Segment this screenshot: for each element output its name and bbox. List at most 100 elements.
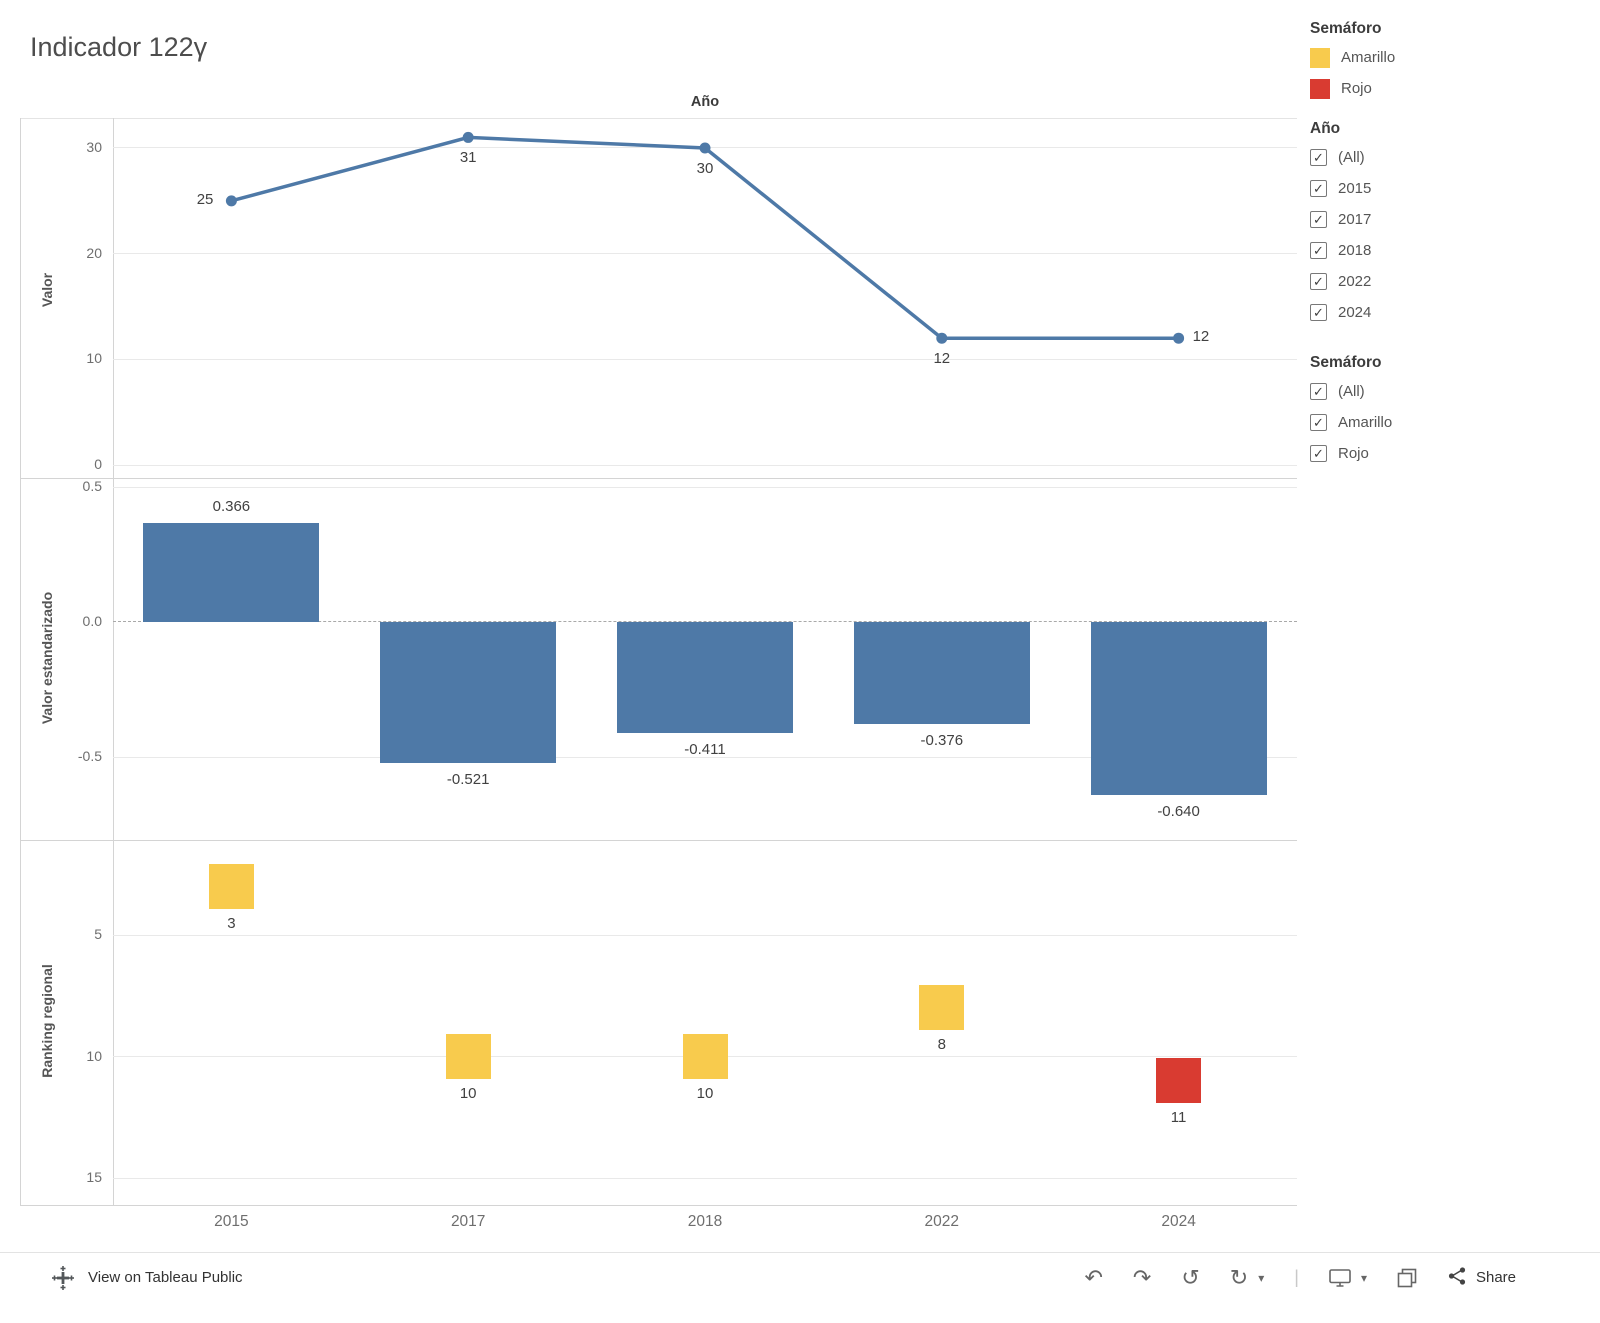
bar-label: 0.366 bbox=[212, 498, 251, 516]
square-label: 8 bbox=[937, 1036, 946, 1054]
square-mark[interactable] bbox=[682, 1034, 728, 1080]
gridline bbox=[113, 358, 1297, 360]
filter-option-2017[interactable]: ✓ 2017 bbox=[1310, 204, 1590, 235]
bar-mark[interactable] bbox=[143, 523, 320, 622]
filter-option-2022[interactable]: ✓ 2022 bbox=[1310, 266, 1590, 297]
legend-item-label: Rojo bbox=[1341, 80, 1372, 97]
square-mark[interactable] bbox=[445, 1034, 491, 1080]
legend-swatch-icon bbox=[1310, 78, 1330, 99]
bar-label: -0.521 bbox=[446, 770, 490, 788]
filter-option-label: 2018 bbox=[1338, 242, 1372, 259]
y-tick-label: 20 bbox=[86, 244, 102, 261]
legend-item-rojo[interactable]: Rojo bbox=[1310, 73, 1590, 104]
square-label: 10 bbox=[696, 1085, 714, 1103]
share-button[interactable]: Share bbox=[1447, 1266, 1516, 1290]
filter-option-all[interactable]: ✓ (All) bbox=[1310, 376, 1590, 407]
line-point[interactable] bbox=[699, 142, 711, 154]
gridline bbox=[113, 756, 1297, 758]
filter-option-2018[interactable]: ✓ 2018 bbox=[1310, 235, 1590, 266]
checkbox-checked-icon[interactable]: ✓ bbox=[1310, 445, 1327, 462]
filter-option-label: 2017 bbox=[1338, 211, 1372, 228]
undo-icon[interactable]: ↶ bbox=[1084, 1264, 1103, 1290]
filter-option-2024[interactable]: ✓ 2024 bbox=[1310, 297, 1590, 328]
filter-semaforo-options: ✓ (All) ✓ Amarillo ✓ Rojo bbox=[1310, 376, 1590, 469]
gridline bbox=[113, 253, 1297, 255]
square-mark[interactable] bbox=[208, 863, 254, 909]
filter-option-label: 2022 bbox=[1338, 273, 1372, 290]
share-label: Share bbox=[1475, 1269, 1516, 1286]
checkbox-checked-icon[interactable]: ✓ bbox=[1310, 273, 1327, 290]
filter-semaforo-title: Semáforo bbox=[1310, 354, 1382, 371]
gridline bbox=[113, 464, 1297, 466]
chart-left-border bbox=[20, 118, 21, 1205]
filter-option-amarillo[interactable]: ✓ Amarillo bbox=[1310, 407, 1590, 438]
bar-mark[interactable] bbox=[853, 622, 1030, 724]
checkbox-checked-icon[interactable]: ✓ bbox=[1310, 149, 1327, 166]
checkbox-checked-icon[interactable]: ✓ bbox=[1310, 414, 1327, 431]
filter-option-2015[interactable]: ✓ 2015 bbox=[1310, 173, 1590, 204]
page-title: Indicador 122γ bbox=[30, 32, 208, 62]
bar-mark[interactable] bbox=[1090, 622, 1267, 795]
bar-mark[interactable] bbox=[380, 622, 557, 763]
y-tick-label: 30 bbox=[86, 138, 102, 155]
device-preview-caret-icon[interactable]: ▾ bbox=[1360, 1270, 1367, 1285]
line-point-label: 12 bbox=[1192, 328, 1210, 346]
filter-ano-options: ✓ (All) ✓ 2015 ✓ 2017 ✓ 2018 ✓ 2022 ✓ 2024 bbox=[1310, 142, 1590, 328]
square-mark[interactable] bbox=[1156, 1058, 1202, 1104]
filter-option-label: Rojo bbox=[1338, 445, 1369, 462]
fullscreen-icon[interactable] bbox=[1397, 1268, 1417, 1288]
filter-option-label: (All) bbox=[1338, 383, 1365, 400]
checkbox-checked-icon[interactable]: ✓ bbox=[1310, 180, 1327, 197]
square-label: 10 bbox=[459, 1085, 477, 1103]
square-mark[interactable] bbox=[919, 985, 965, 1031]
x-axis-label: 2024 bbox=[1161, 1213, 1196, 1230]
filter-option-rojo[interactable]: ✓ Rojo bbox=[1310, 438, 1590, 469]
line-point[interactable] bbox=[936, 332, 948, 344]
filter-option-label: Amarillo bbox=[1338, 414, 1393, 431]
filter-ano: Año ✓ (All) ✓ 2015 ✓ 2017 ✓ 2018 ✓ 2022 ✓ 2024 bbox=[1310, 120, 1590, 328]
chart-row-divider-1 bbox=[20, 478, 1297, 479]
checkbox-checked-icon[interactable]: ✓ bbox=[1310, 211, 1327, 228]
line-point-label: 31 bbox=[459, 149, 477, 167]
chart-row-divider-2 bbox=[20, 840, 1297, 841]
checkbox-checked-icon[interactable]: ✓ bbox=[1310, 242, 1327, 259]
gridline bbox=[113, 486, 1297, 488]
tableau-logo-icon[interactable] bbox=[50, 1265, 76, 1291]
legend-title: Semáforo bbox=[1310, 20, 1382, 37]
checkbox-checked-icon[interactable]: ✓ bbox=[1310, 383, 1327, 400]
auto-update-caret-icon[interactable]: ▾ bbox=[1258, 1270, 1265, 1285]
y-tick-label: 5 bbox=[94, 926, 102, 942]
color-legend: Amarillo Rojo bbox=[1310, 42, 1590, 104]
right-panel: Semáforo Amarillo Rojo Año ✓ (All) ✓ 2015 ✓ 20… bbox=[1310, 20, 1590, 469]
y-tick-label: 0 bbox=[94, 456, 102, 472]
y-tick-label: 15 bbox=[86, 1169, 102, 1186]
refresh-icon[interactable]: ↻ bbox=[1229, 1264, 1249, 1290]
checkbox-checked-icon[interactable]: ✓ bbox=[1310, 304, 1327, 321]
line-point[interactable] bbox=[225, 195, 237, 207]
bar-mark[interactable] bbox=[617, 622, 793, 733]
filter-option-all[interactable]: ✓ (All) bbox=[1310, 142, 1590, 173]
zero-line bbox=[113, 621, 1297, 622]
line-point[interactable] bbox=[1173, 332, 1185, 344]
share-icon bbox=[1447, 1266, 1467, 1290]
square-label: 3 bbox=[227, 914, 236, 932]
line-point-label: 25 bbox=[196, 190, 214, 208]
reset-icon[interactable]: ↺ bbox=[1181, 1264, 1200, 1290]
y-axis-line bbox=[113, 118, 114, 1205]
bottom-toolbar: View on Tableau Public ↶ ↷ ↺ ↻ ▾ | ▾ bbox=[0, 1252, 1600, 1302]
line-point[interactable] bbox=[462, 131, 474, 143]
legend-item-amarillo[interactable]: Amarillo bbox=[1310, 42, 1590, 73]
bar-label: -0.411 bbox=[684, 740, 726, 758]
device-preview-icon[interactable] bbox=[1329, 1268, 1351, 1288]
x-axis-label: 2017 bbox=[450, 1213, 486, 1230]
y-tick-label: 10 bbox=[86, 350, 102, 367]
filter-ano-title: Año bbox=[1310, 120, 1341, 137]
square-label: 11 bbox=[1170, 1109, 1187, 1127]
legend-item-label: Amarillo bbox=[1341, 49, 1396, 66]
y-tick-label: 0.0 bbox=[82, 613, 102, 629]
toolbar-left: View on Tableau Public bbox=[50, 1265, 243, 1291]
bar-label: -0.376 bbox=[920, 731, 964, 749]
gridline bbox=[113, 1177, 1297, 1179]
view-on-tableau-public-link[interactable]: View on Tableau Public bbox=[88, 1269, 243, 1286]
redo-icon[interactable]: ↷ bbox=[1132, 1264, 1152, 1290]
